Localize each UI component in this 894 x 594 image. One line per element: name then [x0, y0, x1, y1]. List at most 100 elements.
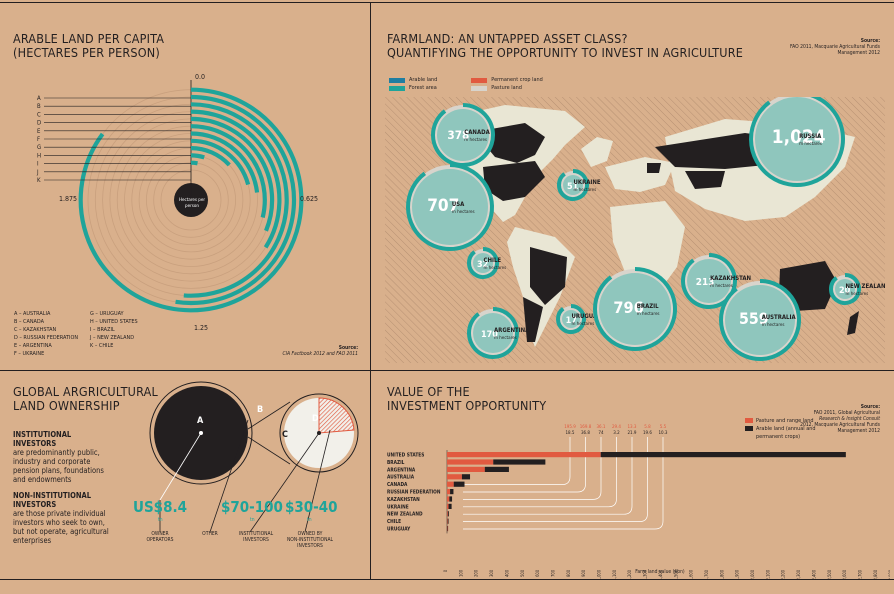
bar-pasture: [447, 452, 601, 458]
bar-pasture: [447, 466, 485, 472]
radial-bar-I: [190, 146, 231, 167]
radial-bar-A: [78, 87, 304, 313]
bar-pasture: [447, 481, 454, 487]
institutional-heading-2: INVESTORS: [13, 439, 57, 448]
x-tick: 1,600: [689, 569, 694, 580]
bar-category: ARGENTINA: [387, 467, 416, 473]
bubble-core: [755, 97, 839, 181]
radial-bar-E: [190, 116, 275, 232]
arable-legend-item: A – AUSTRALIA: [14, 311, 51, 317]
annotation-arc: [463, 437, 648, 522]
bubble-unit: m hectares: [637, 311, 660, 317]
x-tick: 400: [504, 569, 509, 577]
investment-title: VALUE OF THE INVESTMENT OPPORTUNITY: [387, 385, 546, 413]
legend-arable-l2: permanent crops): [756, 434, 801, 440]
investment-title-line1: VALUE OF THE: [387, 384, 470, 399]
bubble-value: 707: [427, 196, 459, 216]
top-rule: [0, 2, 894, 3]
non-body-2: investors who seek to own,: [13, 518, 105, 527]
bubble-core: [599, 273, 671, 345]
x-tick: 2,400: [811, 569, 816, 580]
bubble-forest-arc: [467, 247, 499, 279]
arable-legend-item: E – ARGENTINA: [14, 343, 52, 349]
bubble-core: [563, 175, 583, 195]
legend-arable: Arable land: [389, 76, 437, 84]
bar-category: UKRAINE: [387, 504, 409, 510]
bubble-unit: m hectares: [710, 283, 733, 289]
bar-pasture: [447, 459, 494, 465]
legend-pasture-label: Pasture land: [491, 85, 522, 91]
x-tick: 1,700: [704, 569, 709, 580]
owner-circle-outline: [149, 381, 253, 485]
greenland: [581, 137, 613, 167]
bubble-value: 213: [696, 277, 715, 288]
investment-source-3: 2012, Macquarie Agricultural Funds: [800, 422, 880, 428]
bubble-value: 170: [481, 330, 498, 340]
annotation-arc: [463, 437, 586, 493]
bar-arable: [447, 511, 449, 517]
bubble-forest-arc: [431, 103, 495, 167]
axis-label-0625: 0.625: [300, 195, 319, 203]
annotation-bottom: 18.5: [565, 430, 574, 436]
arable-legend-item: K – CHILE: [90, 343, 114, 349]
cap-other: OTHER: [202, 531, 218, 537]
institutional-text: INSTITUTIONAL INVESTORS are predominantl…: [13, 430, 153, 484]
investment-source-2: Research & Insight Consult: [819, 416, 880, 422]
bubble-core: [437, 109, 489, 161]
cap-owner: OWNER OPERATORS: [140, 531, 180, 543]
annotation-top: 29.4: [612, 424, 621, 430]
x-tick: 1,900: [735, 569, 740, 580]
radial-letter-E: E: [37, 128, 41, 135]
bar-category: CANADA: [387, 482, 408, 488]
label-c: C: [282, 430, 288, 440]
annotation-arc: [463, 437, 664, 530]
x-tick: 2,800: [873, 569, 878, 580]
annotation-top: 5.8: [644, 424, 651, 430]
bar-arable: [449, 496, 453, 502]
bar-pasture: [447, 503, 449, 509]
bubble-unit: m hectares: [452, 209, 475, 215]
farmland-title-line1: FARMLAND: AN UNTAPPED ASSET CLASS?: [387, 31, 628, 46]
cap-nonin-3: INVESTORS: [297, 543, 323, 549]
legend-arable-label: Arable land: [409, 77, 438, 83]
new-zealand-shape: [847, 311, 859, 335]
bubble-core: [412, 169, 488, 245]
legend-pasture: Pasture land: [471, 84, 543, 92]
inst-body-4: and endowments: [13, 475, 72, 484]
kazakhstan-shape: [685, 171, 725, 189]
arable-legend-left: A – AUSTRALIA B – CANADA C – KAZAKHSTAN D –…: [14, 310, 78, 358]
investor-circle-outline: [279, 393, 359, 473]
arable-title: ARABLE LAND PER CAPITA (HECTARES PER PER…: [13, 32, 164, 60]
x-tick: 1,400: [658, 569, 663, 580]
radial-letter-C: C: [37, 111, 41, 118]
arable-source: Source: CIA Factbook 2012 and FAO 2011: [270, 345, 359, 357]
ownership-title: GLOBAL ARGRICULTURAL LAND OWNERSHIP: [13, 385, 158, 413]
arable-source-label: Source:: [338, 345, 358, 351]
cap-nonin-2: NON-INSTITUTIONAL: [286, 537, 334, 543]
x-tick: 100: [458, 569, 463, 577]
radial-letter-A: A: [37, 95, 41, 102]
bubble-forest-arc: [557, 169, 589, 201]
bubble-name: ARGENTINA: [494, 327, 530, 334]
radial-letter-K: K: [37, 177, 41, 184]
x-tick: 1,100: [612, 569, 617, 580]
x-tick: 300: [489, 569, 494, 577]
bar-arable: [493, 459, 546, 465]
bubble-name: URUGUAY: [571, 313, 600, 320]
arable-legend-right: G – URUGUAY H – UNITED STATES I – BRAZIL J …: [90, 310, 138, 350]
arable-title-line1: ARABLE LAND PER CAPITA: [13, 31, 165, 46]
label-a: A: [197, 416, 204, 426]
bar-pasture: [447, 518, 448, 524]
x-tick: 700: [550, 569, 555, 577]
bubble-forest-arc: [556, 304, 586, 334]
annotation-top: 36.1: [596, 424, 605, 430]
bubble-forest-arc: [406, 163, 494, 251]
legend-permanent: Permanent crop land: [471, 76, 543, 84]
bubble-forest-arc: [749, 97, 845, 187]
inst-body-3: pension plans, foundations: [13, 466, 104, 475]
